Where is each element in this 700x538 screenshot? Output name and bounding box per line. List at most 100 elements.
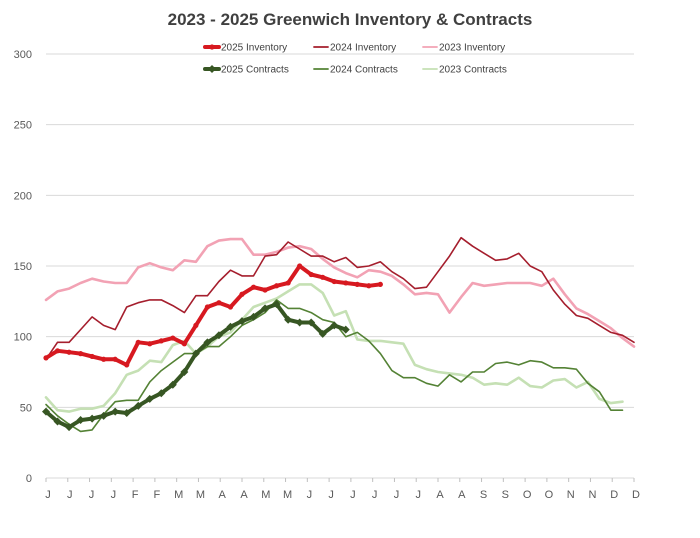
series-line	[44, 283, 624, 413]
data-point	[76, 416, 85, 425]
x-tick-label: F	[154, 489, 161, 501]
series-2025-inventory	[43, 263, 383, 368]
x-tick-label: J	[45, 489, 51, 501]
legend-label: 2023 Contracts	[439, 65, 507, 76]
x-tick-label: J	[67, 489, 73, 501]
x-tick-label: J	[328, 489, 334, 501]
data-point	[295, 318, 304, 327]
x-tick-label: A	[240, 489, 248, 501]
series-2023-contracts	[44, 283, 624, 413]
data-point	[135, 339, 141, 345]
legend-marker	[209, 44, 215, 50]
x-tick-label: O	[545, 489, 554, 501]
x-tick-label: J	[111, 489, 117, 501]
data-point	[65, 423, 74, 432]
x-tick-label: J	[394, 489, 400, 501]
data-point	[214, 331, 223, 340]
x-tick-label: M	[174, 489, 183, 501]
data-point	[203, 338, 212, 347]
chart-title: 2023 - 2025 Greenwich Inventory & Contra…	[168, 10, 533, 29]
x-tick-label: N	[567, 489, 575, 501]
x-tick-label: J	[89, 489, 95, 501]
data-point	[43, 355, 49, 361]
data-point	[101, 356, 107, 362]
legend-item: 2023 Contracts	[422, 65, 507, 76]
data-point	[193, 322, 199, 328]
x-tick-label: S	[502, 489, 509, 501]
legend-label: 2025 Contracts	[221, 65, 289, 76]
data-point	[318, 329, 327, 338]
data-point	[168, 380, 177, 389]
legend-item: 2025 Inventory	[203, 43, 287, 54]
data-point	[307, 318, 316, 327]
x-tick-label: O	[523, 489, 532, 501]
legend-item: 2025 Contracts	[203, 65, 289, 76]
data-point	[341, 325, 350, 334]
legend-item: 2023 Inventory	[422, 43, 505, 54]
data-point	[112, 356, 118, 362]
x-tick-label: A	[436, 489, 444, 501]
x-tick-label: J	[372, 489, 378, 501]
data-point	[261, 304, 270, 313]
data-point	[77, 351, 84, 357]
data-point	[285, 280, 291, 286]
data-point	[216, 300, 222, 306]
data-point	[250, 284, 257, 290]
data-point	[238, 317, 246, 326]
data-point	[147, 341, 153, 347]
x-tick-label: M	[196, 489, 205, 501]
data-point	[134, 401, 143, 410]
data-point	[308, 271, 314, 278]
data-point	[297, 263, 303, 269]
data-point	[366, 283, 372, 289]
x-tick-label: J	[350, 489, 356, 501]
data-point	[204, 304, 211, 310]
x-tick-label: A	[458, 489, 466, 501]
data-point	[191, 349, 200, 358]
data-point	[158, 338, 164, 344]
data-point	[273, 283, 280, 289]
data-point	[227, 304, 234, 310]
data-point	[330, 321, 339, 330]
x-tick-label: A	[219, 489, 227, 501]
data-point	[170, 335, 176, 341]
legend-marker	[208, 65, 216, 73]
y-tick-label: 250	[14, 120, 32, 132]
series-line	[45, 236, 635, 361]
x-tick-label: D	[610, 489, 618, 501]
x-tick-label: N	[588, 489, 596, 501]
data-point	[284, 315, 293, 324]
data-point	[180, 368, 189, 376]
data-point	[66, 349, 72, 355]
data-point	[88, 414, 97, 423]
data-point	[89, 353, 95, 360]
data-point	[249, 312, 258, 321]
data-point	[124, 362, 130, 368]
x-tick-label: F	[132, 489, 139, 501]
x-tick-label: M	[283, 489, 292, 501]
y-tick-label: 150	[14, 261, 32, 273]
data-point	[54, 348, 61, 354]
data-point	[122, 408, 131, 417]
legend: 2025 Inventory 2024 Inventory 2023 Invento…	[203, 43, 507, 76]
data-point	[99, 411, 108, 420]
data-point	[377, 281, 383, 287]
y-tick-label: 200	[14, 190, 32, 202]
gridlines	[46, 53, 634, 479]
series-2025-contracts	[42, 300, 350, 432]
legend-label: 2024 Contracts	[330, 65, 398, 76]
x-tick-label: D	[632, 489, 640, 501]
data-point	[272, 300, 281, 309]
legend-label: 2024 Inventory	[330, 43, 396, 54]
y-tick-label: 100	[14, 332, 32, 344]
data-point	[262, 287, 268, 293]
data-point	[343, 280, 349, 286]
data-point	[145, 394, 154, 403]
data-point	[42, 407, 50, 416]
x-tick-label: M	[261, 489, 270, 501]
data-point	[354, 281, 360, 287]
data-point	[331, 278, 337, 285]
y-tick-label: 50	[20, 402, 32, 414]
